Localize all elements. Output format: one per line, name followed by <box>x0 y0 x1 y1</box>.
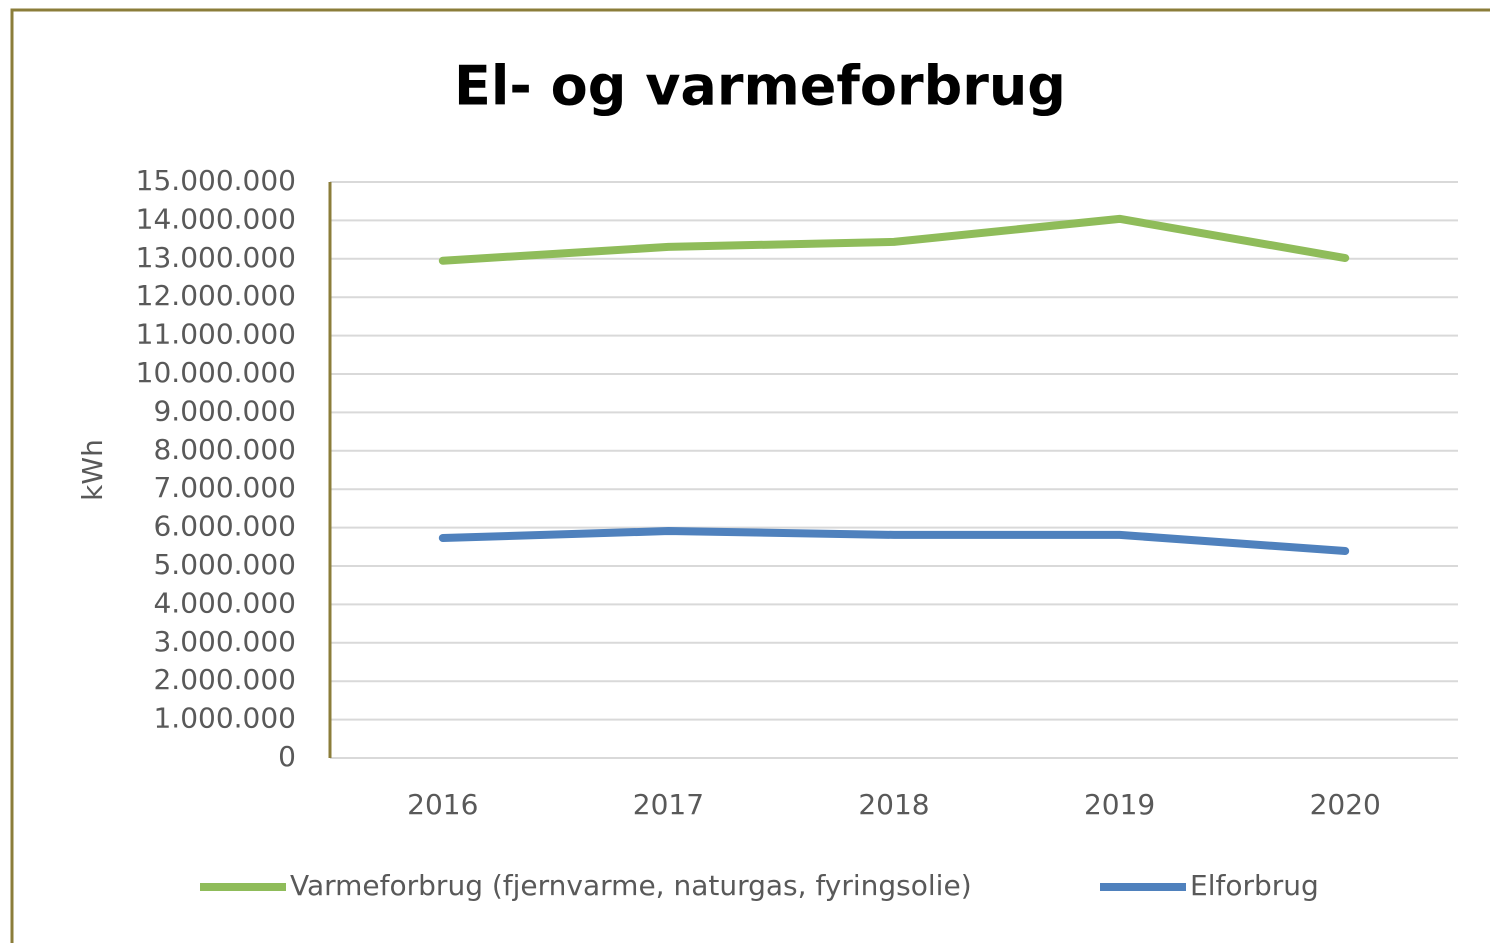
x-tick-label: 2018 <box>858 788 929 821</box>
y-tick-label: 5.000.000 <box>153 548 296 581</box>
y-tick-label: 7.000.000 <box>153 471 296 504</box>
x-tick-label: 2017 <box>633 788 704 821</box>
x-tick-label: 2016 <box>407 788 478 821</box>
y-tick-label: 12.000.000 <box>136 279 296 312</box>
y-tick-label: 9.000.000 <box>153 394 296 427</box>
legend-label: Varmeforbrug (fjernvarme, naturgas, fyri… <box>290 869 972 902</box>
y-tick-label: 11.000.000 <box>136 318 296 351</box>
y-tick-label: 10.000.000 <box>136 356 296 389</box>
y-tick-label: 15.000.000 <box>136 164 296 197</box>
y-tick-label: 13.000.000 <box>136 241 296 274</box>
y-tick-label: 4.000.000 <box>153 586 296 619</box>
series-line <box>438 527 1350 556</box>
chart-frame <box>10 8 1490 943</box>
x-tick-label: 2020 <box>1310 788 1381 821</box>
chart-title: El- og varmeforbrug <box>454 55 1066 118</box>
legend-label: Elforbrug <box>1190 869 1319 902</box>
y-axis-label: kWh <box>76 439 109 501</box>
y-tick-label: 3.000.000 <box>153 625 296 658</box>
y-tick-label: 8.000.000 <box>153 433 296 466</box>
series-line <box>438 214 1350 265</box>
y-tick-label: 0 <box>278 740 296 773</box>
y-tick-label: 2.000.000 <box>153 663 296 696</box>
x-tick-label: 2019 <box>1084 788 1155 821</box>
y-tick-label: 1.000.000 <box>153 702 296 735</box>
y-tick-label: 14.000.000 <box>136 202 296 235</box>
y-tick-label: 6.000.000 <box>153 510 296 543</box>
